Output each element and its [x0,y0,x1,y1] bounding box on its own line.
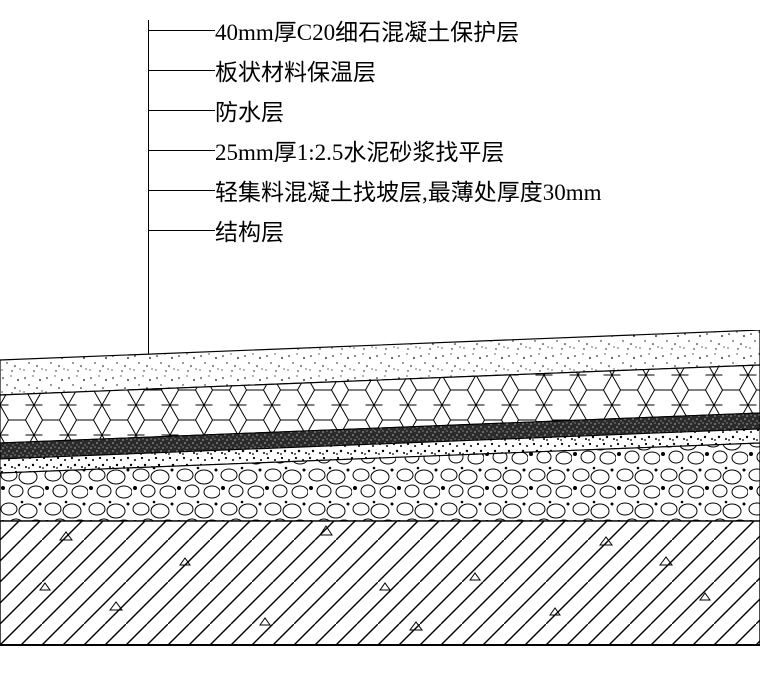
label-row: 板状材料保温层 [215,50,602,90]
layer-labels: 40mm厚C20细石混凝土保护层 板状材料保温层 防水层 25mm厚1:2.5水… [215,10,602,250]
leader-h-line [148,150,215,151]
leader-h-line [148,190,215,191]
leader-h-line [148,70,215,71]
label-text: 25mm厚1:2.5水泥砂浆找平层 [215,133,504,167]
label-text: 结构层 [215,213,284,247]
cross-section-drawing [0,330,760,650]
leader-h-line [148,30,215,31]
label-row: 25mm厚1:2.5水泥砂浆找平层 [215,130,602,170]
leader-h-line [148,230,215,231]
label-text: 轻集料混凝土找坡层,最薄处厚度30mm [215,173,602,207]
label-text: 防水层 [215,93,284,127]
label-row: 轻集料混凝土找坡层,最薄处厚度30mm [215,170,602,210]
section-svg [0,330,760,650]
layer-structural-slab [0,521,760,645]
label-row: 结构层 [215,210,602,250]
label-row: 防水层 [215,90,602,130]
label-row: 40mm厚C20细石混凝土保护层 [215,10,602,50]
label-text: 板状材料保温层 [215,53,376,87]
label-text: 40mm厚C20细石混凝土保护层 [215,13,519,47]
leader-h-line [148,110,215,111]
